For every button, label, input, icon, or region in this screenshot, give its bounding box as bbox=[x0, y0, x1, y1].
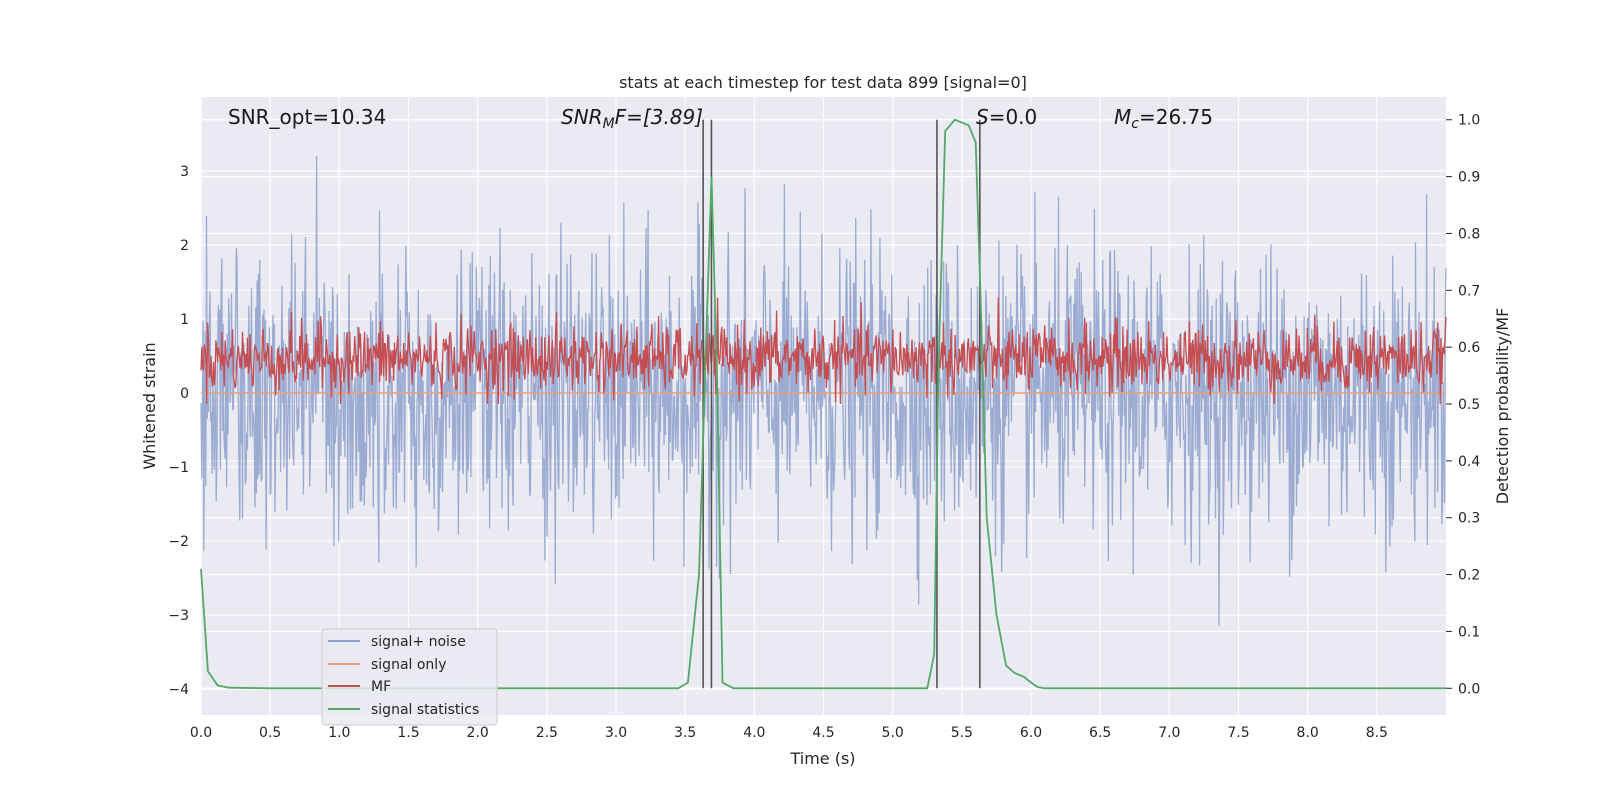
y-tick-label-right: 0.4 bbox=[1458, 454, 1480, 470]
x-tick-label: 7.5 bbox=[1227, 725, 1249, 741]
annotation-snr-mf-sub: M bbox=[603, 116, 615, 132]
y-tick-label-right: 0.9 bbox=[1458, 170, 1480, 186]
x-tick-label: 3.0 bbox=[605, 725, 627, 741]
annotation-mc-sub: c bbox=[1131, 116, 1139, 132]
chart-title: stats at each timestep for test data 899… bbox=[619, 73, 1027, 92]
x-tick-label: 2.0 bbox=[467, 725, 489, 741]
y-tick-label-right: 0.3 bbox=[1458, 511, 1480, 527]
x-tick-label: 1.5 bbox=[397, 725, 419, 741]
x-tick-label: 2.5 bbox=[536, 725, 558, 741]
y-tick-label-right: 1.0 bbox=[1458, 113, 1480, 129]
x-tick-label: 4.5 bbox=[812, 725, 834, 741]
axis-ticks: 0.0 0.5 1.0 1.5 2.0 2.5 3.0 3.5 4.0 4.5 5.0 5.5 6.0 6… bbox=[168, 113, 1480, 741]
y-tick-label-right: 0.2 bbox=[1458, 568, 1480, 584]
y-tick-label-right: 0.6 bbox=[1458, 340, 1480, 356]
x-tick-label: 8.0 bbox=[1297, 725, 1319, 741]
line-signal-statistics bbox=[200, 118, 1446, 690]
y-tick-label-right: 0.0 bbox=[1458, 681, 1480, 697]
y-tick-label-left: −2 bbox=[168, 534, 189, 550]
legend: signal+ noise signal only MF signal stat… bbox=[321, 628, 498, 726]
legend-box bbox=[321, 628, 498, 726]
x-tick-label: 1.0 bbox=[328, 725, 350, 741]
y-tick-label-right: 0.1 bbox=[1458, 624, 1480, 640]
x-tick-label: 0.0 bbox=[190, 725, 212, 741]
y-tick-label-left: 3 bbox=[180, 164, 189, 180]
legend-label-mf: MF bbox=[371, 679, 391, 695]
annotation-s-rest: =0.0 bbox=[989, 105, 1038, 129]
annotation-mc: Mc=26.75 bbox=[1114, 105, 1213, 132]
x-axis-label: Time (s) bbox=[789, 749, 855, 768]
y-tick-label-left: 2 bbox=[180, 238, 189, 254]
x-tick-label: 4.0 bbox=[743, 725, 765, 741]
legend-label-signal-only: signal only bbox=[371, 657, 446, 673]
legend-label-signal-statistics: signal statistics bbox=[371, 702, 479, 718]
y-tick-label-right: 0.8 bbox=[1458, 226, 1480, 242]
x-tick-label: 8.5 bbox=[1366, 725, 1388, 741]
x-tick-label: 5.5 bbox=[951, 725, 973, 741]
series-mf bbox=[200, 297, 1447, 405]
y-axis-label-right: Detection probability/MF bbox=[1493, 308, 1512, 505]
x-tick-label: 6.5 bbox=[1089, 725, 1111, 741]
series-signal-statistics bbox=[200, 118, 1446, 690]
annotation-s: S=0.0 bbox=[976, 105, 1037, 129]
annotation-mc-base: M bbox=[1114, 105, 1131, 129]
x-tick-label: 6.0 bbox=[1020, 725, 1042, 741]
x-tick-label: 3.5 bbox=[674, 725, 696, 741]
vertical-markers bbox=[702, 119, 981, 689]
y-axis-label-left: Whitened strain bbox=[140, 342, 159, 469]
annotation-snr-mf: SNRMF=[3.89] bbox=[561, 105, 703, 132]
annotation-s-italic: S bbox=[976, 105, 989, 129]
y-tick-label-left: −4 bbox=[168, 682, 189, 698]
y-tick-label-right: 0.5 bbox=[1458, 397, 1480, 413]
y-tick-label-left: −1 bbox=[168, 460, 189, 476]
annotation-mc-rest: =26.75 bbox=[1139, 105, 1213, 129]
line-mf bbox=[200, 297, 1447, 405]
annotation-snr-mf-base: SNR bbox=[561, 105, 603, 129]
y-tick-label-left: 1 bbox=[180, 312, 189, 328]
x-tick-label: 5.0 bbox=[882, 725, 904, 741]
x-tick-label: 7.0 bbox=[1158, 725, 1180, 741]
annotation-snr-opt: SNR_opt=10.34 bbox=[228, 105, 386, 129]
y-tick-label-right: 0.7 bbox=[1458, 283, 1480, 299]
x-tick-label: 0.5 bbox=[259, 725, 281, 741]
y-tick-label-left: 0 bbox=[180, 386, 189, 402]
legend-label-signal-noise: signal+ noise bbox=[371, 634, 466, 650]
annotation-snr-mf-rest: F=[3.89] bbox=[615, 105, 703, 129]
y-tick-label-left: −3 bbox=[168, 608, 189, 624]
